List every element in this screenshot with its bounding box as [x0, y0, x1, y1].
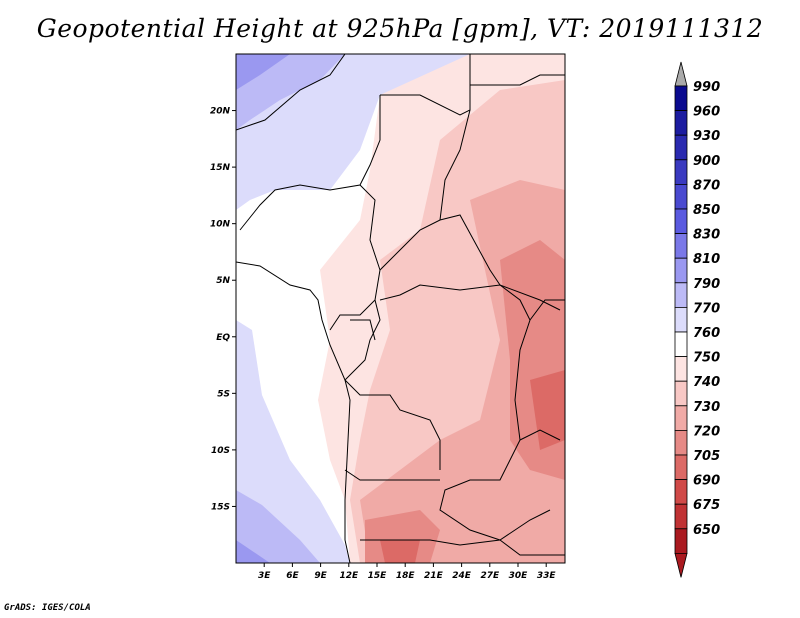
map-frame — [235, 53, 566, 564]
lat-tick-label: 15S — [211, 502, 230, 512]
ocean-low-height-region — [236, 320, 350, 563]
north-low-height-region — [236, 54, 470, 210]
colorbar-box — [674, 159, 688, 185]
colorbar-label: 740 — [693, 375, 720, 390]
colorbar-label: 675 — [693, 498, 720, 513]
colorbar-label: 930 — [693, 129, 720, 144]
lon-tick-label: 24E — [452, 571, 472, 581]
lat-tick-label: EQ — [216, 333, 230, 343]
colorbar-label: 770 — [693, 301, 720, 316]
lat-tick-label: 15N — [210, 163, 231, 173]
colorbar-bottom-arrow — [674, 553, 688, 578]
map-title: Geopotential Height at 925hPa [gpm], VT:… — [36, 14, 764, 43]
colorbar-label: 900 — [693, 154, 720, 169]
colorbar-box — [674, 429, 688, 456]
lon-tick-label: 12E — [339, 571, 359, 581]
colorbar-box — [674, 528, 688, 554]
colorbar-box — [674, 454, 688, 481]
colorbar-label: 690 — [693, 474, 720, 489]
footer-credit: GrADS: IGES/COLA — [4, 603, 91, 613]
colorbar-box — [674, 331, 688, 358]
lon-tick-label: 6E — [286, 571, 299, 581]
colorbar-box — [674, 356, 688, 382]
lat-tick-label: 10N — [210, 220, 231, 230]
lat-tick-label: 5N — [216, 276, 230, 286]
colorbar-label: 705 — [693, 449, 720, 464]
lon-tick-label: 27E — [480, 571, 500, 581]
colorbar-box — [674, 503, 688, 530]
colorbar-label: 650 — [693, 523, 720, 538]
longitude-axis: 3E 6E 9E 12E 15E 18E 21E 24E 27E 30E 33E — [258, 563, 556, 581]
lon-tick-label: 21E — [424, 571, 444, 581]
colorbar-label: 730 — [693, 400, 720, 415]
colorbar-box — [674, 208, 688, 235]
lon-tick-label: 33E — [537, 571, 557, 581]
lat-tick-label: 5S — [217, 389, 230, 399]
lat-tick-label: 10S — [211, 446, 230, 456]
colorbar-label: 790 — [693, 277, 720, 292]
colorbar-label: 810 — [693, 252, 720, 267]
colorbar-label: 960 — [693, 105, 720, 120]
lon-tick-label: 30E — [509, 571, 529, 581]
colorbar-box — [674, 380, 688, 407]
colorbar-box — [674, 134, 688, 161]
colorbar-label: 830 — [693, 228, 720, 243]
colorbar-label: 720 — [693, 424, 720, 439]
shaded-field — [236, 54, 565, 563]
colorbar-label: 990 — [693, 80, 720, 95]
colorbar-box — [674, 306, 688, 333]
colorbar-label: 870 — [693, 178, 720, 193]
lon-tick-label: 3E — [258, 571, 271, 581]
colorbar-box — [674, 110, 688, 136]
colorbar-label: 750 — [693, 351, 720, 366]
colorbar-box — [674, 479, 688, 505]
lon-tick-label: 9E — [314, 571, 327, 581]
latitude-axis: 20N 15N 10N 5N EQ 5S 10S 15S — [210, 107, 236, 512]
colorbar-top-arrow — [674, 61, 688, 87]
colorbar-label: 760 — [693, 326, 720, 341]
colorbar-box — [674, 282, 688, 308]
lat-tick-label: 20N — [210, 107, 231, 117]
colorbar-box — [674, 257, 688, 284]
colorbar-box — [674, 233, 688, 259]
colorbar-box — [674, 183, 688, 210]
colorbar-box — [674, 85, 688, 112]
colorbar-box — [674, 405, 688, 431]
colorbar-label: 850 — [693, 203, 720, 218]
country-borders — [236, 54, 565, 563]
lon-tick-label: 18E — [396, 571, 416, 581]
lon-tick-label: 15E — [368, 571, 388, 581]
